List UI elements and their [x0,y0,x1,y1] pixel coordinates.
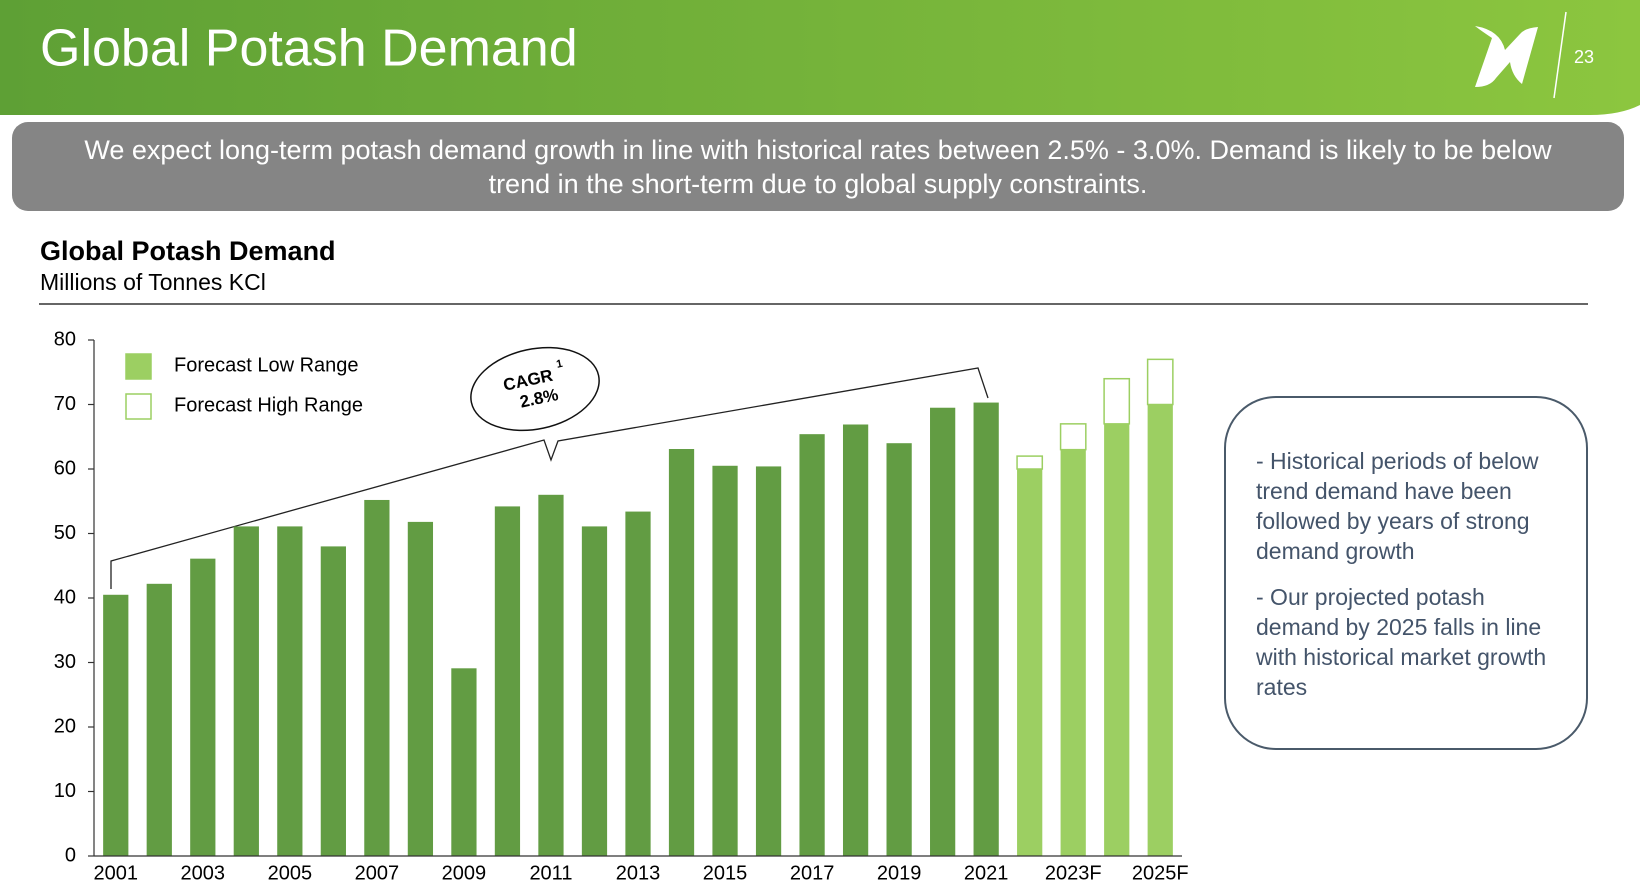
x-tick-label: 2003 [181,862,226,884]
paragraph: - Historical periods of below trend dema… [1256,448,1539,564]
bar [973,402,999,856]
x-tick-label: 2007 [355,862,400,884]
x-tick-label: 2013 [616,862,661,884]
legend-swatch [125,353,152,380]
cagr-footnote: 1 [555,358,563,371]
bar [1147,404,1173,856]
bar [668,449,695,856]
bar [233,526,259,856]
bar [364,499,390,856]
legend-label: Forecast High Range [174,394,363,416]
bar [103,594,129,856]
bar [146,583,172,856]
cagr-bracket [110,367,989,589]
x-tick-label: 2025F [1132,862,1189,884]
bar [1016,455,1044,470]
y-tick-label: 20 [54,715,76,737]
banner-line: We expect long-term potash demand growth… [84,135,1552,165]
header-title: Global Potash Demand [40,20,578,78]
legend-swatch [125,393,152,420]
y-tick-label: 0 [65,844,76,866]
text-box: - Historical periods of below trend dema… [1224,396,1588,750]
x-tick-label: 2021 [964,862,1009,884]
chart-title: Global Potash Demand [40,236,336,266]
bar [1103,377,1131,425]
cagr-bubble [470,346,600,432]
x-tick-label: 2005 [268,862,313,884]
legend-label: Forecast Low Range [174,354,359,376]
bar [190,558,216,856]
y-tick-label: 50 [54,522,76,544]
bar [886,443,912,856]
banner-line: trend in the short-term due to global su… [489,169,1148,199]
y-tick-label: 70 [54,393,76,415]
bar [842,424,869,856]
header-band [0,0,1640,115]
y-tick-label: 60 [54,457,76,479]
bar [451,668,477,856]
x-tick-label: 2001 [94,862,139,884]
y-tick-label: 30 [54,651,76,673]
bar [755,466,782,856]
banner [12,122,1624,211]
x-tick-label: 2023F [1045,862,1102,884]
x-tick-label: 2015 [703,862,748,884]
chart-subtitle: Millions of Tonnes KCl [40,269,266,295]
bar [538,494,564,856]
page-number: 23 [1574,47,1594,67]
bar [625,511,651,856]
x-tick-label: 2009 [442,862,487,884]
x-tick-label: 2011 [529,862,572,884]
bar [1017,469,1043,856]
y-tick-label: 10 [54,780,76,802]
y-tick-label: 40 [54,586,76,608]
bar [581,526,608,856]
bar [1060,449,1086,856]
bar [799,434,825,856]
x-tick-label: 2019 [877,862,922,884]
bar [407,521,434,856]
logo [1475,26,1538,87]
bar [320,546,346,856]
bar [712,465,738,856]
bar [1104,423,1130,856]
bar [494,506,521,856]
x-tick-label: 2017 [790,862,835,884]
bar [1059,423,1087,451]
bar [930,407,956,856]
bar [277,526,303,856]
bar [1146,358,1174,406]
y-tick-label: 80 [54,328,76,350]
logo-divider [1553,11,1567,99]
paragraph: - Our projected potash demand by 2025 fa… [1256,584,1547,700]
